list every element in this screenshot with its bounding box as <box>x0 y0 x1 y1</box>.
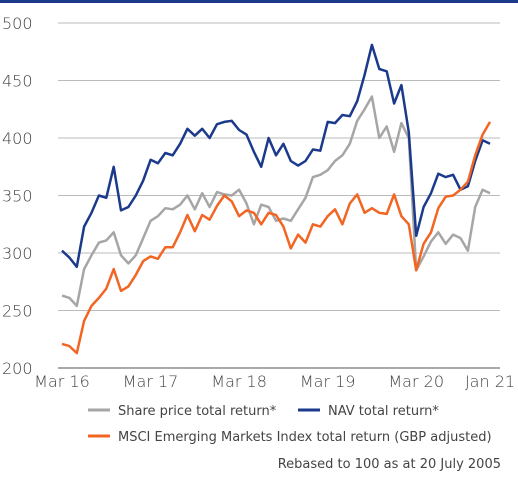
top-rule <box>0 0 518 3</box>
x-tick-label: Mar 19 <box>300 372 356 391</box>
note: Rebased to 100 as at 20 July 2005 <box>278 457 501 472</box>
series-line <box>61 121 492 355</box>
y-tick-label: 250 <box>2 302 33 321</box>
x-tick-label: Mar 20 <box>388 372 444 391</box>
x-tick-label: Mar 17 <box>123 372 179 391</box>
y-tick-label: 500 <box>2 14 33 33</box>
legend-label: NAV total return* <box>328 404 439 419</box>
x-tick-label: Jan 21 <box>465 372 515 391</box>
y-tick-label: 450 <box>2 72 33 91</box>
y-tick-label: 300 <box>2 244 33 263</box>
y-tick-label: 400 <box>2 129 33 148</box>
legend-label: Share price total return* <box>118 404 277 419</box>
y-tick-label: 200 <box>2 359 33 378</box>
x-tick-label: Mar 18 <box>211 372 267 391</box>
legend-label: MSCI Emerging Markets Index total return… <box>118 430 492 445</box>
series-line <box>61 43 491 269</box>
y-tick-label: 350 <box>2 187 33 206</box>
x-tick-label: Mar 16 <box>34 372 90 391</box>
